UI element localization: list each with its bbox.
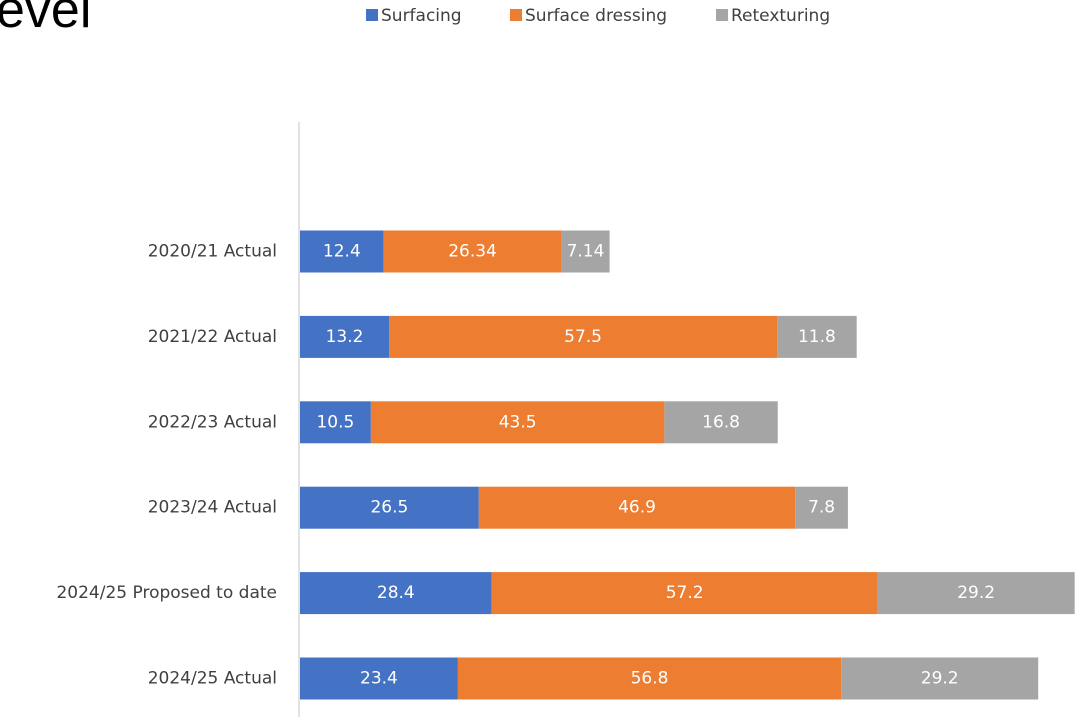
chart-title-fragment: evel — [0, 0, 92, 39]
legend-swatch-retexturing — [716, 9, 728, 21]
data-label-surfacing-2021-22-actual: 13.2 — [326, 327, 364, 347]
data-label-surfacing-2023-24-actual: 26.5 — [370, 498, 408, 518]
bar-surfacing-2023-24-actual — [300, 486, 479, 529]
bar-surfacing-2022-23-actual — [300, 401, 371, 444]
data-label-retexturing-2023-24-actual: 7.8 — [808, 498, 835, 518]
data-label-retexturing-2022-23-actual: 16.8 — [702, 412, 740, 432]
chart-legend: Surfacing Surface dressing Retexturing — [366, 6, 830, 26]
bar-surface-dressing-2021-22-actual — [389, 315, 778, 358]
data-label-retexturing-2021-22-actual: 11.8 — [798, 327, 836, 347]
data-label-surfacing-2024-25-proposed-to-date: 28.4 — [377, 583, 415, 603]
bar-surface-dressing-2024-25-actual — [457, 657, 842, 700]
bar-retexturing-2021-22-actual — [777, 315, 857, 358]
data-label-surfacing-2022-23-actual: 10.5 — [316, 412, 354, 432]
legend-label-surface-dressing: Surface dressing — [525, 6, 667, 26]
bar-surface-dressing-2024-25-proposed-to-date — [491, 572, 878, 615]
bar-surfacing-2021-22-actual — [300, 315, 390, 358]
bar-retexturing-2020-21-actual — [561, 230, 610, 273]
category-label-2020-21-actual: 2020/21 Actual — [148, 242, 277, 262]
data-label-surface-dressing-2020-21-actual: 26.34 — [448, 242, 497, 262]
bar-retexturing-2024-25-actual — [841, 657, 1039, 700]
bar-retexturing-2024-25-proposed-to-date — [877, 572, 1075, 615]
bar-retexturing-2023-24-actual — [795, 486, 848, 529]
data-label-surfacing-2020-21-actual: 12.4 — [323, 242, 361, 262]
data-label-retexturing-2024-25-proposed-to-date: 29.2 — [957, 583, 995, 603]
bar-surface-dressing-2020-21-actual — [383, 230, 562, 273]
bar-surfacing-2020-21-actual — [300, 230, 384, 273]
category-label-2022-23-actual: 2022/23 Actual — [148, 412, 277, 432]
bar-surfacing-2024-25-proposed-to-date — [300, 572, 492, 615]
legend-swatch-surfacing — [366, 9, 378, 21]
data-label-surface-dressing-2022-23-actual: 43.5 — [499, 412, 537, 432]
bar-surface-dressing-2022-23-actual — [370, 401, 665, 444]
category-label-2021-22-actual: 2021/22 Actual — [148, 327, 277, 347]
data-label-surface-dressing-2023-24-actual: 46.9 — [618, 498, 656, 518]
data-label-surface-dressing-2024-25-proposed-to-date: 57.2 — [666, 583, 704, 603]
legend-swatch-surface-dressing — [510, 9, 522, 21]
data-label-retexturing-2020-21-actual: 7.14 — [567, 242, 605, 262]
legend-label-surfacing: Surfacing — [381, 6, 462, 26]
data-label-surface-dressing-2024-25-actual: 56.8 — [631, 669, 669, 689]
data-label-surface-dressing-2021-22-actual: 57.5 — [564, 327, 602, 347]
category-label-2024-25-proposed-to-date: 2024/25 Proposed to date — [56, 583, 277, 603]
category-labels: 2020/21 Actual 2021/22 Actual 2022/23 Actu… — [56, 242, 277, 689]
data-label-surfacing-2024-25-actual: 23.4 — [360, 669, 398, 689]
bar-surfacing-2024-25-actual — [300, 657, 458, 700]
category-label-2024-25-actual: 2024/25 Actual — [148, 669, 277, 689]
legend-label-retexturing: Retexturing — [731, 6, 830, 26]
category-label-2023-24-actual: 2023/24 Actual — [148, 498, 277, 518]
bar-surface-dressing-2023-24-actual — [478, 486, 796, 529]
data-label-retexturing-2024-25-actual: 29.2 — [921, 669, 959, 689]
bar-retexturing-2022-23-actual — [664, 401, 778, 444]
bars-group: 12.4 26.34 7.14 13.2 57.5 11.8 10.5 43.5 16.8 26.… — [300, 230, 1075, 700]
